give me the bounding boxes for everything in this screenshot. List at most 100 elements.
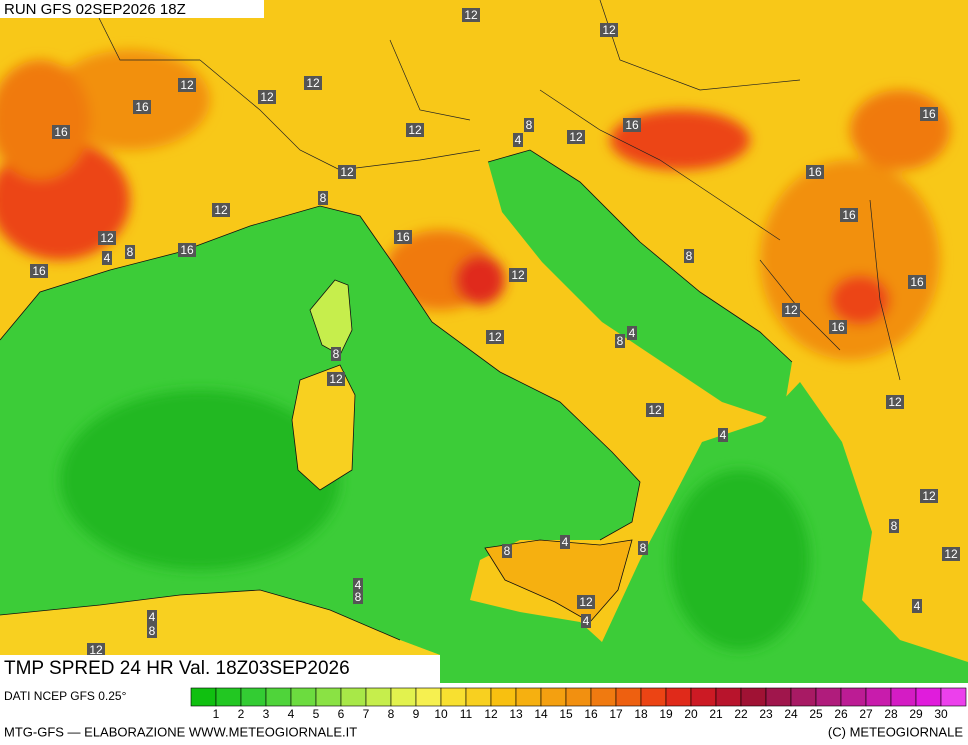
colorbar-swatch xyxy=(265,687,292,707)
colorbar-swatch xyxy=(465,687,492,707)
colorbar-tick-label: 27 xyxy=(859,707,873,721)
contour-label: 16 xyxy=(180,243,194,257)
contour-label: 16 xyxy=(808,165,822,179)
sicily xyxy=(485,540,632,622)
contour-label-box xyxy=(102,251,112,265)
colorbar-swatch xyxy=(640,687,667,707)
contour-label-box xyxy=(615,334,625,348)
contour-label: 12 xyxy=(340,165,354,179)
colorbar-tick-label: 29 xyxy=(909,707,923,721)
contour-label: 12 xyxy=(888,395,902,409)
colorbar-tick-label: 12 xyxy=(484,707,498,721)
contour-label: 8 xyxy=(127,245,134,259)
colorbar-tick-label: 2 xyxy=(238,707,245,721)
contour-label: 4 xyxy=(629,326,636,340)
colorbar-tick-label: 11 xyxy=(460,707,473,721)
corsica xyxy=(310,280,352,355)
colorbar-swatch xyxy=(215,687,242,707)
colorbar-swatch xyxy=(415,687,442,707)
colorbar-swatch xyxy=(490,687,517,707)
contour-label-box xyxy=(718,428,728,442)
colorbar-tick-label: 15 xyxy=(559,707,573,721)
sardinia xyxy=(292,365,355,490)
contour-label: 16 xyxy=(135,100,149,114)
contour-label-box xyxy=(304,76,322,90)
africa-coast xyxy=(0,590,440,655)
contour-label: 4 xyxy=(562,535,569,549)
contour-label: 16 xyxy=(625,118,639,132)
colorbar-swatch xyxy=(740,687,767,707)
colorbar-tick-label: 23 xyxy=(759,707,773,721)
contour-label-box xyxy=(889,519,899,533)
contour-label: 8 xyxy=(320,191,327,205)
colorbar-tick-label: 21 xyxy=(709,707,723,721)
contour-label: 12 xyxy=(784,303,798,317)
colorbar-swatch xyxy=(515,687,542,707)
colorbar-swatch xyxy=(565,687,592,707)
colorbar-tick-label: 16 xyxy=(584,707,598,721)
contour-label: 4 xyxy=(583,614,590,628)
contour-label-box xyxy=(327,372,345,386)
contour-label: 12 xyxy=(408,123,422,137)
colorbar-swatch xyxy=(665,687,692,707)
contour-label: 8 xyxy=(526,118,533,132)
contour-label-box xyxy=(502,544,512,558)
colorbar-tick-label: 6 xyxy=(338,707,345,721)
contour-label-box xyxy=(782,303,800,317)
contour-label: 12 xyxy=(488,330,502,344)
sea-deep xyxy=(670,470,810,650)
contour-label: 8 xyxy=(149,624,156,638)
map-field xyxy=(0,0,968,690)
colorbar-swatch xyxy=(890,687,917,707)
colorbar-tick-label: 28 xyxy=(884,707,898,721)
colorbar-swatch xyxy=(590,687,617,707)
colorbar-tick-label: 4 xyxy=(288,707,295,721)
colorbar-swatch xyxy=(940,687,967,707)
contour-label-box xyxy=(212,203,230,217)
colorbar-tick-label: 5 xyxy=(313,707,320,721)
colorbar-tick-label: 30 xyxy=(934,707,948,721)
contour-label-box xyxy=(623,118,641,132)
colorbar-swatch xyxy=(340,687,367,707)
contour-label: 4 xyxy=(355,578,362,592)
credit: MTG-GFS — ELABORAZIONE WWW.METEOGIORNALE… xyxy=(4,724,357,739)
contour-label-box xyxy=(486,330,504,344)
contour-label-box xyxy=(840,208,858,222)
contour-label-box xyxy=(560,535,570,549)
copyright: (C) METEOGIORNALE xyxy=(828,724,963,739)
contour-label-box xyxy=(920,489,938,503)
contour-label-box xyxy=(581,614,591,628)
contour-label: 12 xyxy=(260,90,274,104)
contour-label: 12 xyxy=(648,403,662,417)
colorbar-tick-label: 22 xyxy=(734,707,748,721)
contour-label: 16 xyxy=(396,230,410,244)
contour-label: 12 xyxy=(89,643,103,657)
colorbar-swatch xyxy=(815,687,842,707)
colorbar-swatch xyxy=(765,687,792,707)
colorbar-swatch xyxy=(690,687,717,707)
colorbar-tick-label: 20 xyxy=(684,707,698,721)
colorbar-swatch xyxy=(865,687,892,707)
contour-label-box xyxy=(147,610,157,624)
contour-label: 16 xyxy=(842,208,856,222)
contour-label-box xyxy=(567,130,585,144)
header-box xyxy=(0,0,264,18)
contour-label: 16 xyxy=(831,320,845,334)
contour-label: 16 xyxy=(922,107,936,121)
contour-label-box xyxy=(147,624,157,638)
contour-label: 12 xyxy=(214,203,228,217)
colorbar-swatch xyxy=(315,687,342,707)
contour-label: 8 xyxy=(355,590,362,604)
contour-label-box xyxy=(178,78,196,92)
contour-label-box xyxy=(509,268,527,282)
contour-label: 12 xyxy=(579,595,593,609)
contour-label: 12 xyxy=(569,130,583,144)
contour-label-box xyxy=(87,643,105,657)
colorbar: 1 2 3 4 5 6 7 8 9 10 11 12 13 14 15 16 17 18 19 20 21 22 23 24 2… xyxy=(190,687,967,721)
contour-label-box xyxy=(318,191,328,205)
contour-label-box xyxy=(178,243,196,257)
contour-label: 4 xyxy=(149,610,156,624)
contour-label-box xyxy=(125,245,135,259)
contour-label-box xyxy=(462,8,480,22)
